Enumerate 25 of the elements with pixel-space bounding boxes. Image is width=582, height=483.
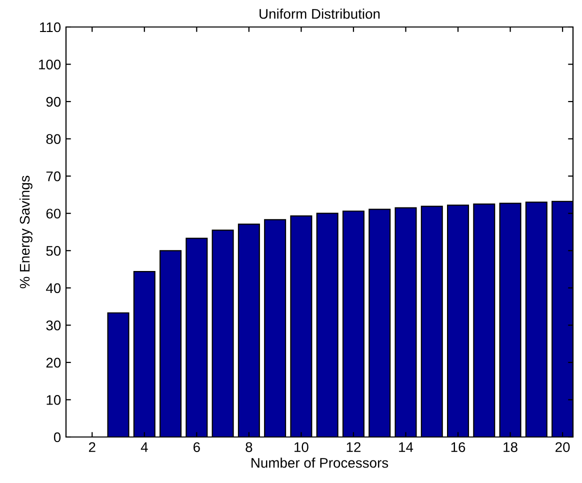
x-tick-label: 4 — [140, 442, 148, 452]
x-tick-label: 6 — [194, 442, 200, 452]
x-tick-label: 16 — [451, 442, 466, 452]
x-tick-label: 2 — [88, 442, 96, 452]
x-tick-label: 14 — [399, 442, 414, 452]
chart-title: Uniform Distribution — [260, 8, 380, 19]
y-tick-label: 50 — [46, 246, 61, 256]
y-axis-title: % Energy Savings — [19, 176, 32, 288]
y-tick-label: 20 — [46, 358, 61, 368]
y-tick-label: 30 — [46, 320, 61, 330]
y-tick-label: 70 — [46, 171, 61, 182]
y-tick-label: 80 — [46, 134, 61, 144]
y-tick-label: 40 — [46, 283, 61, 294]
x-tick-label: 20 — [556, 442, 570, 452]
x-tick-label: 18 — [504, 442, 518, 452]
y-tick-label: 0 — [54, 432, 61, 442]
x-tick-label: 12 — [346, 442, 360, 452]
y-tick-label: 90 — [46, 96, 61, 107]
x-tick-label: 10 — [294, 442, 308, 452]
y-tick-label: 10 — [46, 395, 61, 405]
x-tick-label: 8 — [246, 442, 252, 452]
x-axis-title: Number of Processors — [252, 458, 388, 468]
y-tick-label: 60 — [46, 208, 61, 219]
y-tick-label: 100 — [39, 60, 61, 70]
y-tick-label: 110 — [40, 22, 61, 32]
